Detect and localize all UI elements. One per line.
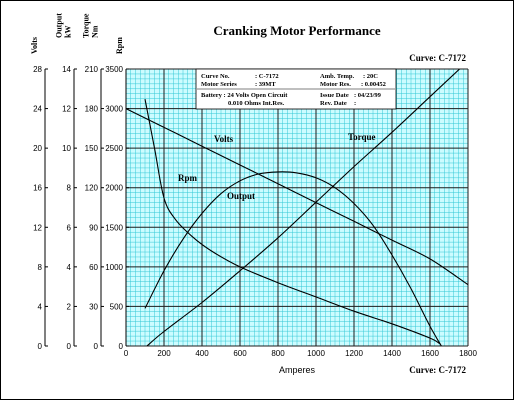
info-issue-date-value: : 04/23/99: [354, 92, 382, 99]
axis-volts-tick-label: 28: [33, 65, 42, 74]
axis-torque-label: Nm: [91, 25, 100, 38]
info-amb-temp-label: Amb. Temp.: [320, 73, 355, 80]
axis-volts-label: Volts: [30, 37, 39, 54]
axis-output-label: Output: [55, 13, 64, 38]
series: Volts Torque Rpm Output: [126, 69, 468, 346]
info-motor-series-value: : 39MT: [255, 81, 276, 88]
axis-output-tick-label: 6: [67, 223, 72, 232]
axis-torque-tick-label: 150: [85, 144, 99, 153]
axis-torque-tick-label: 30: [89, 302, 98, 311]
info-amb-temp-value: : 20C: [363, 73, 378, 80]
axis-torque-tick-label: 90: [89, 223, 98, 232]
axis-volts-tick-label: 4: [38, 302, 43, 311]
series-line-output: [144, 171, 442, 346]
x-axis-label: Amperes: [279, 365, 316, 375]
axis-torque-tick-label: 210: [85, 65, 99, 74]
series-line-rpm: [144, 98, 440, 345]
x-tick-label: 0: [124, 349, 129, 358]
curve-label-top: Curve: C-7172: [409, 53, 466, 63]
info-motor-res-label: Motor Res.: [320, 81, 351, 88]
info-issue-date-label: Issue Date: [320, 92, 349, 99]
axis-output-label: kW: [64, 26, 73, 38]
x-tick-label: 1800: [459, 349, 477, 358]
axis-output-tick-label: 0: [67, 342, 72, 351]
info-rev-date-value: :: [354, 100, 356, 107]
series-label-torque: Torque: [348, 132, 376, 142]
axis-rpm-tick-label: 3000: [105, 105, 123, 114]
info-rev-date-label: Rev. Date: [320, 100, 347, 107]
x-tick-label: 1200: [345, 349, 363, 358]
axis-output-tick-label: 12: [62, 105, 71, 114]
series-label-rpm: Rpm: [178, 173, 198, 183]
x-tick-label: 1000: [307, 349, 325, 358]
x-tick-label: 1600: [421, 349, 439, 358]
axis-rpm-label: Rpm: [115, 37, 124, 54]
info-battery-label: Battery : 24 Volts Open Circuit: [201, 92, 288, 99]
grid: [125, 68, 469, 347]
curve-label-bottom: Curve: C-7172: [409, 365, 466, 375]
axis-volts-tick-label: 20: [33, 144, 42, 153]
axis-rpm-tick-label: 0: [119, 342, 124, 351]
info-curve-no-value: : C-7172: [255, 73, 279, 80]
x-tick-label: 1400: [383, 349, 401, 358]
series-line-volts: [126, 108, 468, 286]
x-tick-label: 400: [195, 349, 209, 358]
axes: 0 200 400 600 800 1000 1200 1400 1600 18000481216…: [30, 13, 477, 358]
chart-title: Cranking Motor Performance: [213, 23, 381, 38]
axis-torque-tick-label: 0: [94, 342, 99, 351]
axis-torque-tick-label: 60: [89, 263, 98, 272]
axis-output-tick-label: 8: [67, 184, 72, 193]
axis-output-tick-label: 14: [62, 65, 71, 74]
axis-volts-tick-label: 24: [33, 105, 42, 114]
info-motor-res-value: : 0.00452: [361, 81, 386, 88]
axis-rpm-tick-label: 2500: [105, 144, 123, 153]
axis-torque-tick-label: 180: [85, 105, 99, 114]
axis-rpm-tick-label: 2000: [105, 184, 123, 193]
series-label-output: Output: [227, 191, 255, 201]
info-curve-no-label: Curve No.: [201, 73, 230, 80]
axis-rpm-tick-label: 500: [110, 302, 124, 311]
axis-output-tick-label: 10: [62, 144, 71, 153]
axis-output-tick-label: 2: [67, 302, 72, 311]
axis-torque-tick-label: 120: [85, 184, 99, 193]
axis-volts-tick-label: 12: [33, 223, 42, 232]
axis-volts-tick-label: 8: [38, 263, 43, 272]
x-tick-label: 200: [157, 349, 171, 358]
x-tick-label: 800: [271, 349, 285, 358]
axis-torque-label: Torque: [82, 13, 91, 38]
x-tick-label: 600: [233, 349, 247, 358]
info-int-res-label: 0.010 Ohms Int.Res.: [228, 100, 285, 107]
series-line-torque: [146, 69, 461, 346]
axis-rpm-tick-label: 3500: [105, 65, 123, 74]
info-box: Curve No. : C-7172 Amb. Temp. : 20C Moto…: [195, 68, 397, 110]
info-motor-series-label: Motor Series: [201, 81, 237, 88]
axis-rpm-tick-label: 1500: [105, 223, 123, 232]
axis-volts-tick-label: 16: [33, 184, 42, 193]
axis-output-tick-label: 4: [67, 263, 72, 272]
axis-rpm-tick-label: 1000: [105, 263, 123, 272]
axis-volts-tick-label: 0: [38, 342, 43, 351]
series-label-volts: Volts: [214, 134, 234, 144]
